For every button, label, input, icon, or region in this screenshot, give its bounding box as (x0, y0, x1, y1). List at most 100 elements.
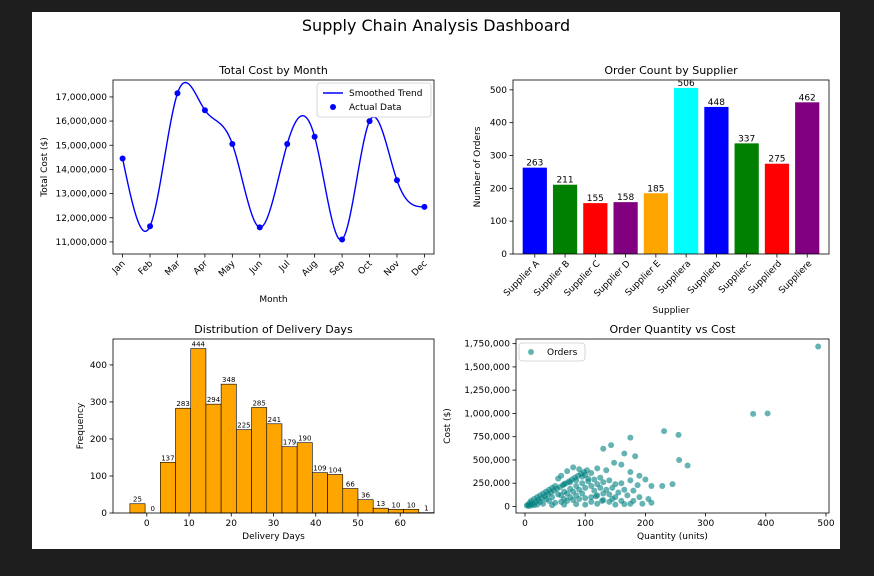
order-count-ytick-label: 0 (501, 250, 507, 260)
order-scatter-point (603, 486, 610, 493)
order-scatter-point (567, 485, 574, 492)
order-scatter-point (621, 501, 628, 508)
histogram-bar-value-label: 25 (133, 496, 142, 504)
order-scatter-point (588, 483, 595, 490)
quantity-vs-cost-ytick-label: 500,000 (473, 456, 510, 466)
delivery-days-xtick-label: 40 (310, 519, 322, 529)
histogram-bar (388, 508, 404, 514)
order-scatter-point (603, 467, 610, 474)
delivery-days-ylabel: Frequency (76, 402, 86, 449)
cost-by-month-ytick-label: 16,000,000 (55, 117, 107, 127)
delivery-days-ytick-label: 100 (90, 472, 107, 482)
cost-by-month-ytick-label: 17,000,000 (55, 93, 107, 103)
order-scatter-point (630, 487, 637, 494)
order-scatter-point (612, 494, 619, 501)
histogram-bar (205, 403, 222, 514)
order-scatter-point (561, 501, 568, 508)
order-scatter-point (648, 483, 655, 490)
order-scatter-point (621, 486, 628, 493)
histogram-bar (403, 508, 420, 514)
histogram-bar (296, 442, 313, 514)
histogram-bar-value-label: 444 (192, 341, 206, 349)
supplier-bar-value-label: 448 (708, 98, 725, 108)
supplier-bar (643, 193, 668, 254)
order-scatter-point (597, 484, 604, 491)
quantity-vs-cost-ytick-label: 1,750,000 (464, 340, 510, 350)
histogram-bar-value-label: 137 (161, 454, 174, 462)
actual-data-point (147, 223, 154, 230)
order-scatter-point (600, 479, 607, 486)
histogram-bar-value-label: 241 (268, 416, 281, 424)
order-scatter-point (584, 467, 591, 474)
order-scatter-point (627, 477, 634, 484)
order-scatter-point (537, 498, 544, 505)
order-scatter-point (582, 495, 589, 502)
quantity-vs-cost-ytick-label: 750,000 (473, 433, 510, 443)
order-scatter-point (582, 501, 589, 508)
order-count-ytick-label: 200 (490, 184, 507, 194)
supplier-bar-value-label: 158 (617, 193, 634, 203)
delivery-days-ytick-label: 0 (101, 509, 107, 519)
order-scatter-point (609, 484, 616, 491)
order-scatter-point (591, 487, 598, 494)
order-scatter-point (624, 492, 631, 499)
order-count-xlabel: Supplier (652, 306, 689, 316)
delivery-days-xtick-label: 60 (394, 519, 406, 529)
quantity-vs-cost-xtick-label: 0 (522, 519, 528, 529)
order-scatter-point (588, 498, 595, 505)
legend-label: Orders (547, 348, 578, 358)
order-scatter-point (555, 475, 562, 482)
order-scatter-point (588, 494, 595, 501)
charts-canvas: Total Cost by Month11,000,00012,000,0001… (40, 64, 835, 542)
order-scatter-point (600, 496, 607, 503)
legend-label: Smoothed Trend (349, 89, 422, 99)
order-scatter-point (611, 459, 618, 466)
order-scatter-point (632, 453, 639, 460)
histogram-bar-value-label: 179 (283, 439, 296, 447)
order-scatter-point (573, 501, 580, 508)
histogram-bar (175, 407, 192, 514)
histogram-bar (281, 446, 298, 514)
cost-by-month-xtick-label: Dec (410, 259, 429, 278)
legend-label: Actual Data (349, 103, 402, 113)
histogram-bar-value-label: 285 (252, 399, 265, 407)
histogram-bar-value-label: 1 (424, 505, 428, 513)
order-scatter-point (594, 500, 601, 507)
supplier-bar-value-label: 462 (799, 93, 816, 103)
cost-by-month-xtick-label: Apr (192, 259, 210, 277)
histogram-bar-value-label: 66 (346, 481, 355, 489)
dashboard-title: Supply Chain Analysis Dashboard (301, 16, 571, 35)
order-scatter-point (597, 474, 604, 481)
delivery-days-xtick-label: 20 (226, 519, 238, 529)
histogram-bar (372, 507, 389, 514)
supplier-bar (613, 202, 638, 254)
order-scatter-point (676, 456, 683, 463)
order-scatter-point (594, 492, 601, 499)
order-scatter-point (750, 410, 757, 417)
order-scatter-point (579, 490, 586, 497)
cost-by-month-xtick-label: Feb (137, 259, 156, 278)
delivery-days-xtick-label: 10 (183, 519, 195, 529)
actual-data-point (284, 141, 291, 148)
order-scatter-point (570, 464, 577, 471)
quantity-vs-cost-chart: Order Quantity vs Cost 0 250,000 500,000 750… (443, 323, 835, 542)
cost-by-month-xtick-label: May (217, 259, 238, 280)
histogram-bar (327, 474, 344, 514)
quantity-vs-cost-ytick-label: 0 (504, 502, 510, 512)
order-scatter-point (561, 496, 568, 503)
histogram-bar (266, 423, 283, 514)
order-scatter-point (627, 500, 634, 507)
histogram-bar (220, 383, 237, 514)
supplier-bar-value-label: 185 (647, 184, 664, 194)
histogram-bar-value-label: 13 (376, 500, 385, 508)
supplier-bar (764, 163, 790, 254)
order-scatter-point (606, 491, 613, 498)
order-scatter-point (573, 483, 580, 490)
cost-by-month-xtick-label: Jun (247, 259, 265, 277)
quantity-vs-cost-ytick-label: 1,250,000 (464, 386, 510, 396)
cost-by-month-xtick-label: Oct (357, 259, 375, 277)
order-scatter-point (764, 410, 771, 417)
supplier-bar-value-label: 275 (768, 155, 785, 165)
order-scatter-point (564, 468, 571, 475)
supplier-bar (552, 184, 578, 254)
